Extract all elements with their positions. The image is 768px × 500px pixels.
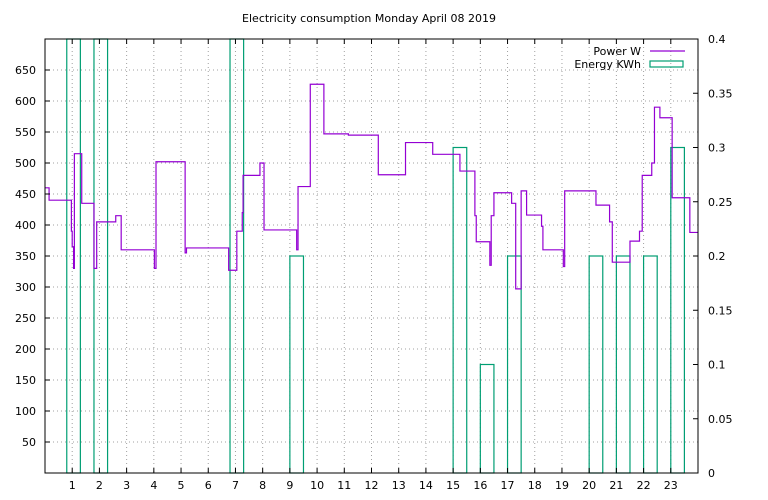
y-right-tick-label: 0.1 xyxy=(708,359,726,372)
y-left-tick-label: 450 xyxy=(15,188,36,201)
y-left-tick-label: 150 xyxy=(15,374,36,387)
x-tick-label: 3 xyxy=(123,479,130,492)
y-right-tick-label: 0.05 xyxy=(708,413,733,426)
x-tick-label: 6 xyxy=(205,479,212,492)
x-tick-label: 8 xyxy=(259,479,266,492)
ticks: 1 2 3 4 5 6 7 8 9 10 11 12 13 14 15 16 17 18 19 20 21 22 23501… xyxy=(15,33,733,492)
power-series-line xyxy=(45,83,698,290)
y-left-tick-label: 650 xyxy=(15,64,36,77)
x-tick-label: 9 xyxy=(286,479,293,492)
y-left-tick-label: 500 xyxy=(15,157,36,170)
x-tick-label: 23 xyxy=(664,479,678,492)
y-left-tick-label: 50 xyxy=(22,436,36,449)
x-tick-label: 1 xyxy=(69,479,76,492)
y-right-tick-label: 0.25 xyxy=(708,196,733,209)
energy-bar xyxy=(479,363,495,474)
x-tick-label: 12 xyxy=(365,479,379,492)
chart-title: Electricity consumption Monday April 08 … xyxy=(242,12,496,25)
energy-bar xyxy=(642,255,658,474)
y-left-tick-label: 600 xyxy=(15,95,36,108)
legend-swatch-energy xyxy=(649,60,684,68)
x-tick-label: 11 xyxy=(337,479,351,492)
x-tick-label: 7 xyxy=(232,479,239,492)
x-tick-label: 14 xyxy=(419,479,433,492)
y-left-tick-label: 400 xyxy=(15,219,36,232)
x-tick-label: 15 xyxy=(446,479,460,492)
x-tick-label: 19 xyxy=(555,479,569,492)
x-tick-label: 10 xyxy=(310,479,324,492)
y-left-tick-label: 100 xyxy=(15,405,36,418)
energy-bar xyxy=(615,255,631,474)
y-left-tick-label: 550 xyxy=(15,126,36,139)
x-tick-label: 2 xyxy=(96,479,103,492)
y-right-tick-label: 0.35 xyxy=(708,87,733,100)
x-tick-label: 16 xyxy=(473,479,487,492)
y-right-tick-label: 0.3 xyxy=(708,142,726,155)
legend-label-power: Power W xyxy=(593,45,641,58)
y-right-tick-label: 0.15 xyxy=(708,304,733,317)
x-tick-label: 17 xyxy=(501,479,515,492)
energy-bar xyxy=(670,146,685,474)
x-tick-label: 5 xyxy=(178,479,185,492)
x-tick-label: 21 xyxy=(609,479,623,492)
energy-bars xyxy=(66,38,685,474)
y-left-tick-label: 350 xyxy=(15,250,36,263)
y-left-tick-label: 200 xyxy=(15,343,36,356)
x-tick-label: 22 xyxy=(637,479,651,492)
y-right-tick-label: 0.2 xyxy=(708,250,726,263)
energy-bar xyxy=(588,255,604,474)
legend-label-energy: Energy KWh xyxy=(574,58,641,71)
y-right-tick-label: 0.4 xyxy=(708,33,726,46)
x-tick-label: 20 xyxy=(582,479,596,492)
y-right-tick-label: 0 xyxy=(708,467,715,480)
x-tick-label: 4 xyxy=(150,479,157,492)
energy-bar xyxy=(289,255,305,474)
legend: Power W Energy KWh xyxy=(574,45,685,71)
x-tick-label: 18 xyxy=(528,479,542,492)
x-tick-label: 13 xyxy=(392,479,406,492)
y-left-tick-label: 300 xyxy=(15,281,36,294)
y-left-tick-label: 250 xyxy=(15,312,36,325)
energy-bar xyxy=(452,146,468,474)
